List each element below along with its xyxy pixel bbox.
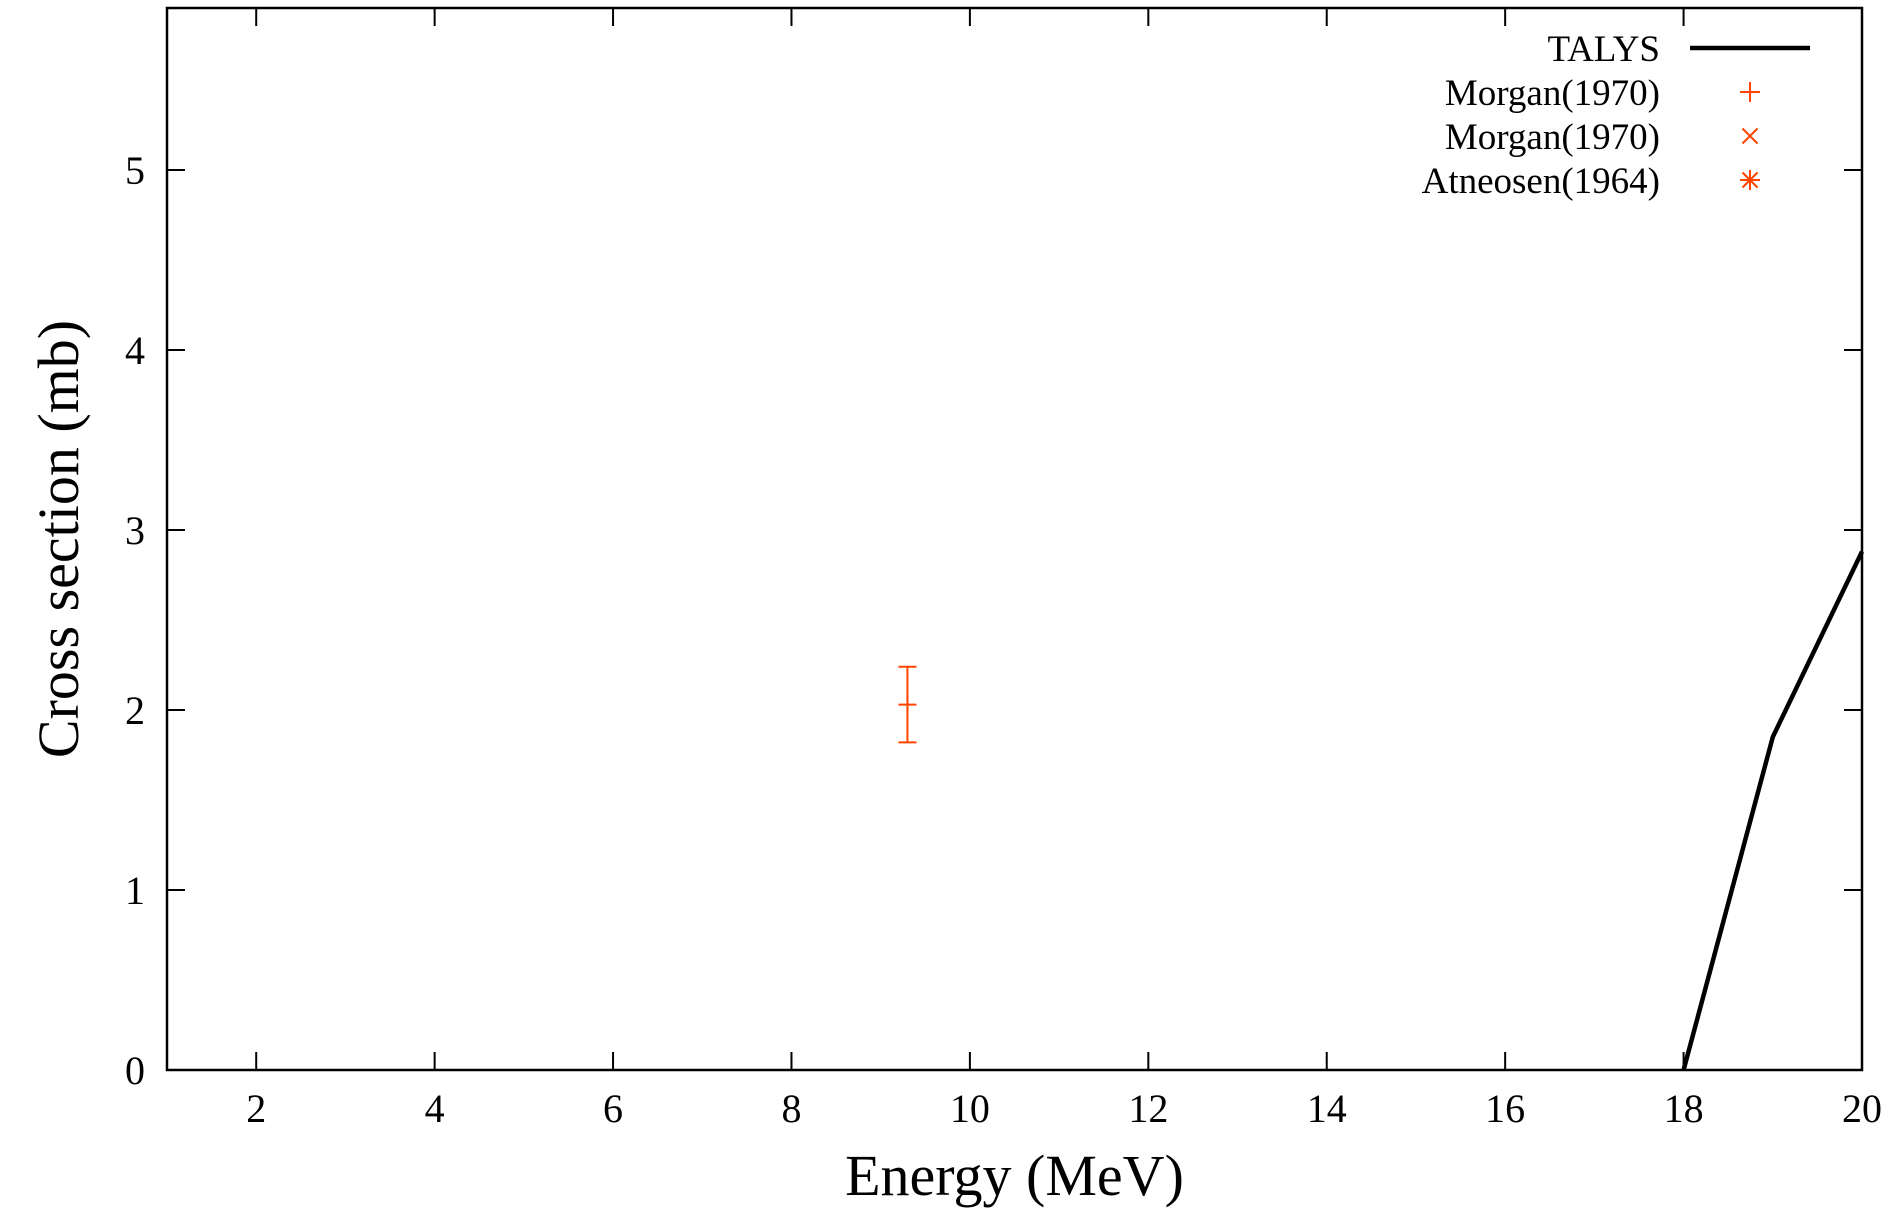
legend-swatch-marker bbox=[1740, 170, 1760, 190]
x-axis-title: Energy (MeV) bbox=[845, 1143, 1184, 1208]
data-point bbox=[898, 695, 917, 714]
x-tick-label: 8 bbox=[781, 1086, 801, 1131]
legend: TALYSMorgan(1970)Morgan(1970)Atneosen(19… bbox=[1422, 29, 1810, 202]
x-tick-label: 16 bbox=[1485, 1086, 1525, 1131]
x-tick-label: 10 bbox=[950, 1086, 990, 1131]
talys-curve bbox=[1681, 550, 1865, 1071]
series-layer bbox=[898, 550, 1865, 1071]
y-tick-label: 4 bbox=[125, 328, 145, 373]
x-tick-label: 12 bbox=[1128, 1086, 1168, 1131]
x-tick-label: 14 bbox=[1307, 1086, 1347, 1131]
legend-label: TALYS bbox=[1547, 29, 1660, 70]
x-tick-label: 18 bbox=[1664, 1086, 1704, 1131]
y-tick-label: 2 bbox=[125, 688, 145, 733]
marker-stroke bbox=[1741, 171, 1759, 189]
legend-swatch-marker bbox=[1741, 127, 1759, 145]
x-tick-label: 2 bbox=[246, 1086, 266, 1131]
legend-label: Atneosen(1964) bbox=[1422, 161, 1660, 202]
legend-label: Morgan(1970) bbox=[1445, 73, 1660, 114]
x-tick-label: 6 bbox=[603, 1086, 623, 1131]
y-axis-title: Cross section (mb) bbox=[26, 320, 91, 758]
y-tick-label: 1 bbox=[125, 868, 145, 913]
legend-swatch-marker bbox=[1740, 82, 1760, 102]
plot-area-frame bbox=[165, 6, 1864, 1072]
x-tick-label: 4 bbox=[425, 1086, 445, 1131]
y-tick-label: 0 bbox=[125, 1048, 145, 1093]
x-tick-label: 20 bbox=[1842, 1086, 1882, 1131]
marker-stroke bbox=[1741, 127, 1759, 145]
y-tick-label: 3 bbox=[125, 508, 145, 553]
y-tick-label: 5 bbox=[125, 148, 145, 193]
legend-label: Morgan(1970) bbox=[1445, 117, 1660, 158]
